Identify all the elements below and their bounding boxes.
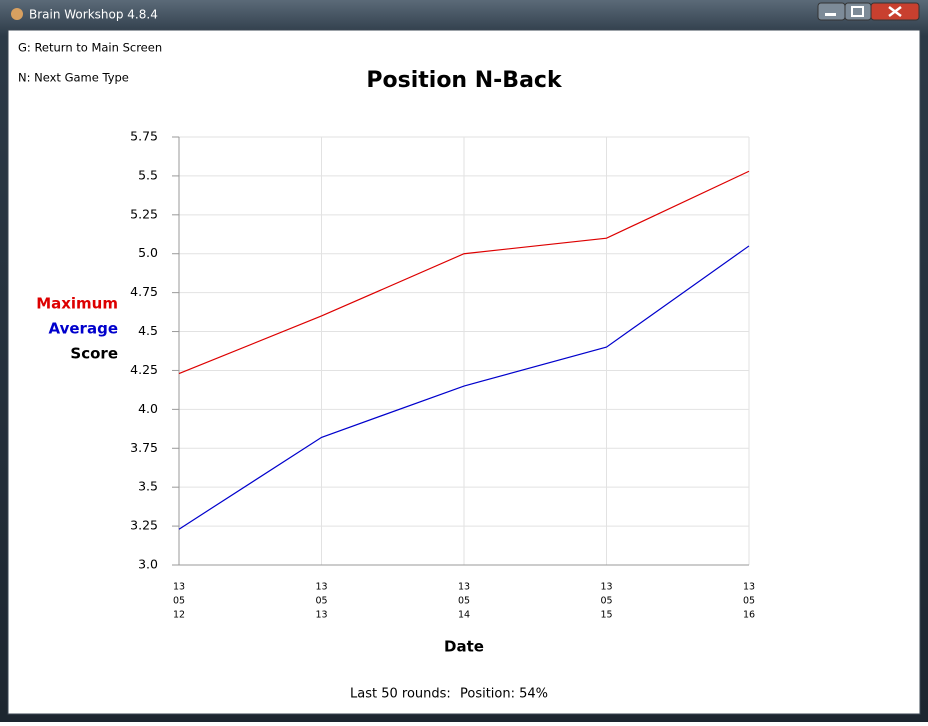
x-tick-label: 05 [173, 596, 185, 607]
x-tick-label: 13 [743, 582, 755, 593]
maximize-button[interactable] [844, 2, 872, 21]
chart-title: Position N-Back [366, 68, 563, 93]
y-tick-label: 4.0 [138, 401, 158, 416]
y-tick-label: 5.0 [138, 245, 158, 260]
maximize-icon [851, 6, 864, 17]
y-tick-label: 5.75 [130, 129, 158, 144]
x-tick-label: 13 [315, 610, 327, 621]
x-tick-label: 13 [600, 582, 612, 593]
x-tick-label: 13 [315, 582, 327, 593]
x-tick-label: 13 [173, 582, 185, 593]
x-tick-label: 13 [458, 582, 470, 593]
legend-label: Maximum [36, 295, 118, 313]
x-tick-label: 14 [458, 610, 470, 621]
y-tick-label: 4.25 [130, 362, 158, 377]
x-tick-label: 05 [315, 596, 327, 607]
footer-text: Last 50 rounds: [350, 687, 451, 702]
footer-text: Position: 54% [460, 687, 548, 702]
close-icon [888, 6, 902, 17]
y-tick-label: 3.25 [130, 518, 158, 533]
x-tick-label: 15 [600, 610, 612, 621]
y-tick-label: 3.0 [138, 557, 158, 572]
y-tick-label: 3.5 [138, 479, 158, 494]
minimize-button[interactable] [817, 2, 846, 21]
window-title: Brain Workshop 4.8.4 [29, 8, 158, 22]
y-tick-label: 3.75 [130, 440, 158, 455]
y-axis-label: Score [70, 345, 118, 363]
key-hint: N: Next Game Type [18, 71, 129, 85]
window-controls [817, 2, 920, 21]
key-hint: G: Return to Main Screen [18, 41, 162, 55]
x-tick-label: 16 [743, 610, 755, 621]
x-tick-label: 05 [743, 596, 755, 607]
data-line [178, 245, 750, 530]
x-tick-label: 12 [173, 610, 185, 621]
y-tick-label: 4.5 [138, 323, 158, 338]
y-tick-label: 5.25 [130, 206, 158, 221]
x-tick-label: 05 [600, 596, 612, 607]
app-icon [11, 8, 23, 20]
y-tick-label: 4.75 [130, 284, 158, 299]
minimize-icon [825, 13, 836, 16]
data-line [178, 170, 750, 375]
x-tick-label: 05 [458, 596, 470, 607]
y-tick-label: 5.5 [138, 167, 158, 182]
legend-label: Average [49, 320, 118, 338]
x-axis-label: Date [444, 638, 484, 656]
